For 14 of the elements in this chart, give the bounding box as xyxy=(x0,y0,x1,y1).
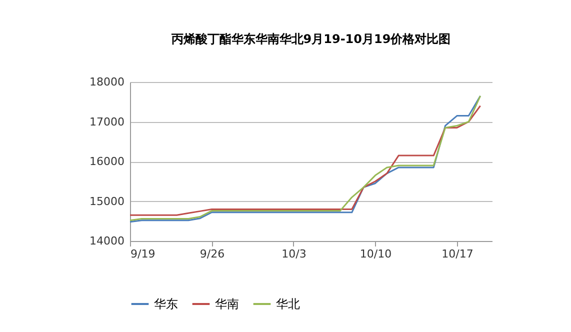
x-tick-label: 10/3 xyxy=(282,248,306,260)
y-tick-label: 15000 xyxy=(90,194,124,208)
legend-label: 华南 xyxy=(215,297,239,311)
y-tick-label: 17000 xyxy=(90,115,124,128)
legend-label: 华北 xyxy=(276,297,300,311)
x-tick-label: 10/10 xyxy=(360,248,392,260)
chart-title: 丙烯酸丁酯华东华南华北9月19-10月19价格对比图 xyxy=(170,32,451,46)
x-tick-label: 9/19 xyxy=(130,248,156,260)
x-tick-label: 10/17 xyxy=(442,248,474,260)
y-tick-label: 16000 xyxy=(90,155,124,168)
y-tick-label: 14000 xyxy=(90,234,124,248)
y-tick-label: 18000 xyxy=(90,76,124,88)
legend-label: 华东 xyxy=(154,297,178,311)
x-tick-label: 9/26 xyxy=(200,248,225,260)
